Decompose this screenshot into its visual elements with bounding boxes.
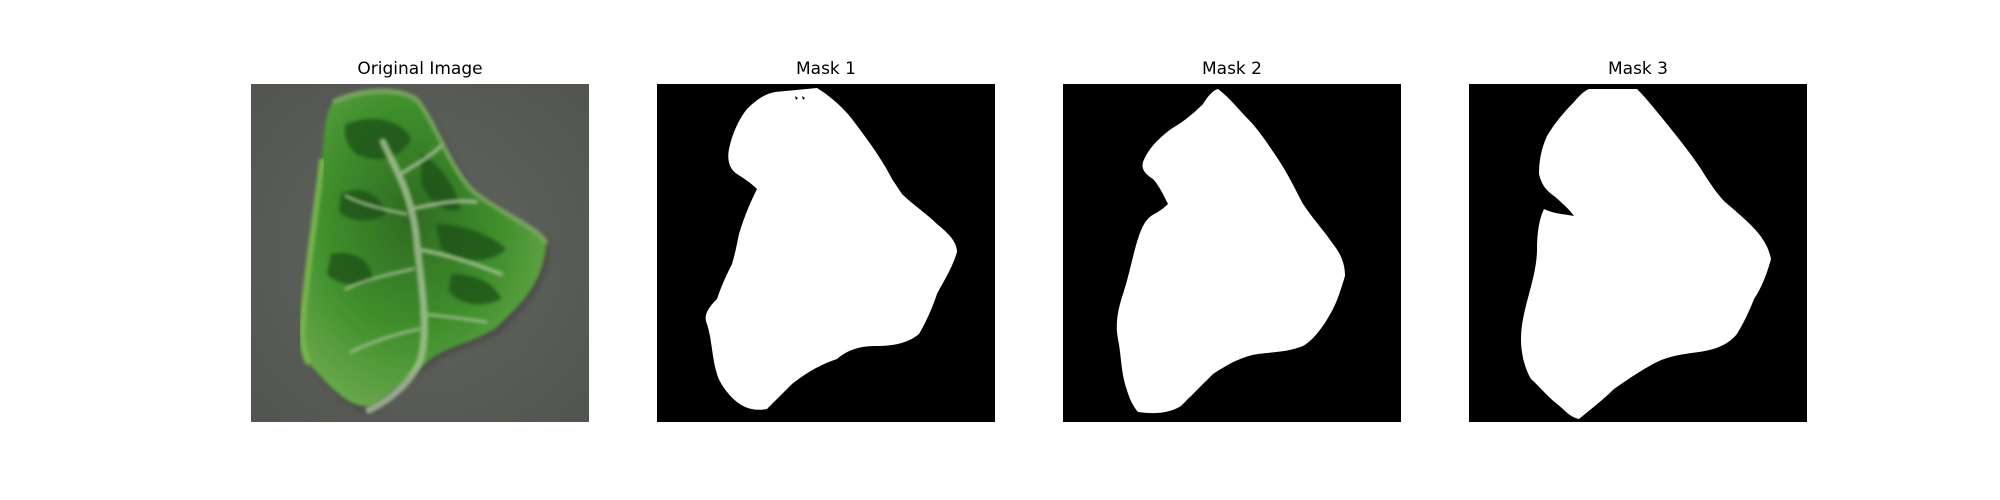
mask-2-region <box>1116 89 1345 414</box>
mask-1-region <box>705 88 957 410</box>
leaf-dark-patches <box>327 119 506 305</box>
leaf-veins <box>344 138 503 414</box>
panel-title: Mask 2 <box>1201 59 1262 79</box>
panel-mask-1: Mask 1 <box>657 58 995 442</box>
mask-3-image <box>1469 84 1807 422</box>
panel-title: Original Image <box>357 59 483 79</box>
panel-title: Mask 1 <box>795 59 856 79</box>
mask-3-region <box>1521 89 1771 419</box>
mask-2-image <box>1063 84 1401 422</box>
panel-title: Mask 3 <box>1607 59 1668 79</box>
panel-mask-3: Mask 3 <box>1469 58 1807 442</box>
panel-mask-2: Mask 2 <box>1063 58 1401 442</box>
mask-1-image <box>657 84 995 422</box>
original-leaf-image <box>251 84 589 422</box>
panel-original-image: Original Image <box>251 58 589 442</box>
